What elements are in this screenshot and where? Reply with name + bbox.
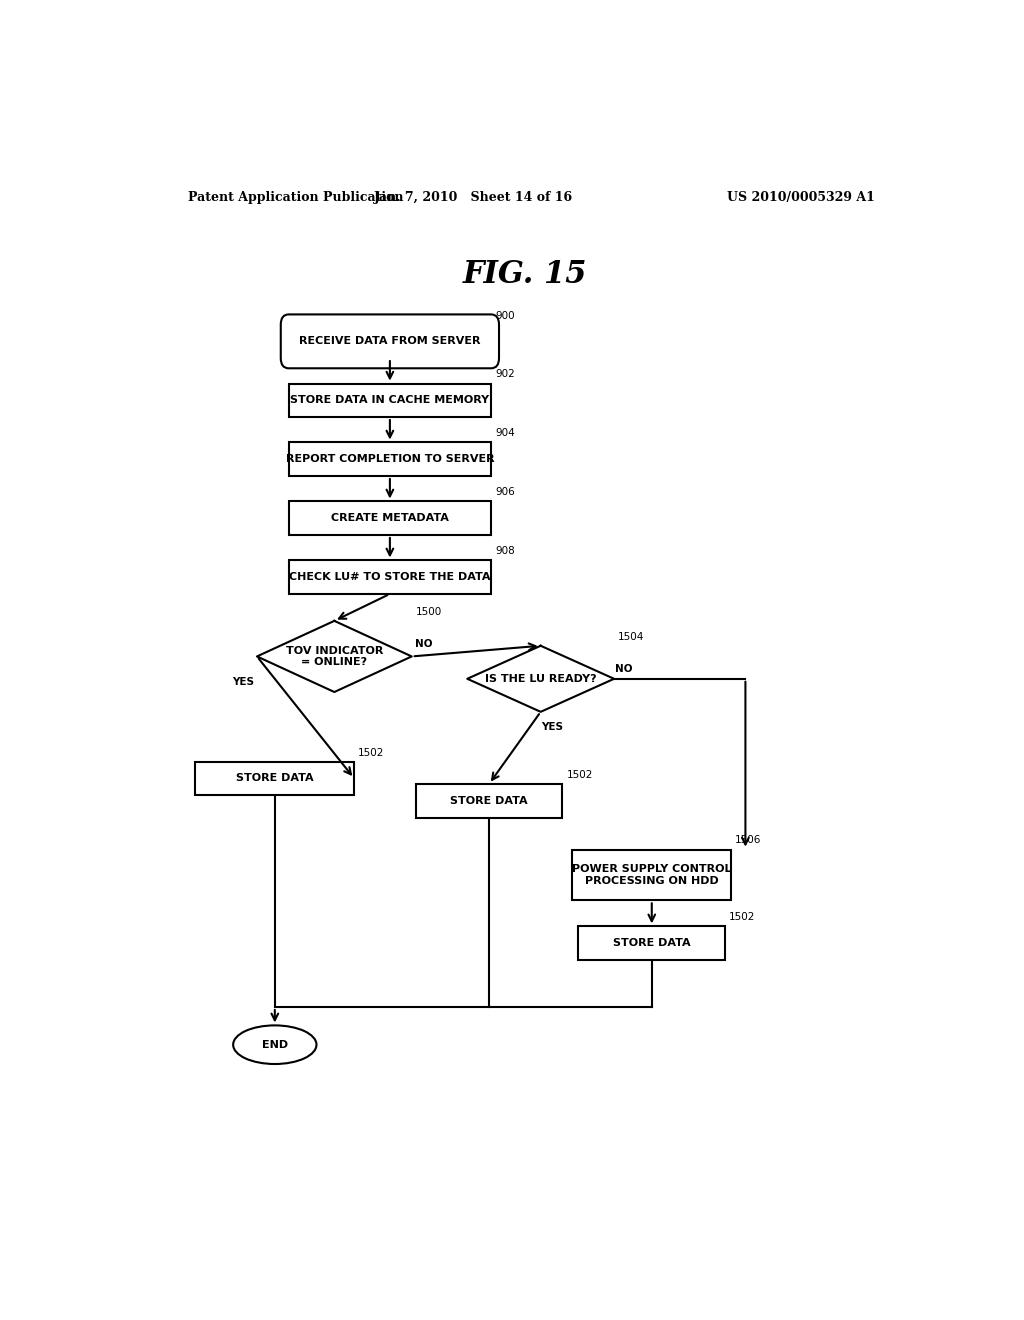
Text: NO: NO	[614, 664, 633, 673]
Bar	[289, 442, 492, 477]
Text: END: END	[262, 1040, 288, 1049]
Text: 908: 908	[495, 546, 515, 556]
Polygon shape	[257, 620, 412, 692]
FancyBboxPatch shape	[281, 314, 499, 368]
Text: 1502: 1502	[358, 747, 385, 758]
Bar	[289, 384, 492, 417]
Text: US 2010/0005329 A1: US 2010/0005329 A1	[727, 190, 876, 203]
Bar	[579, 927, 725, 960]
Text: 1500: 1500	[416, 607, 442, 616]
Text: 1502: 1502	[729, 912, 756, 923]
Text: YES: YES	[231, 677, 254, 686]
Text: STORE DATA: STORE DATA	[236, 774, 313, 783]
Text: 1502: 1502	[566, 770, 593, 780]
Bar	[416, 784, 562, 817]
Text: Patent Application Publication: Patent Application Publication	[187, 190, 403, 203]
Text: TOV INDICATOR
= ONLINE?: TOV INDICATOR = ONLINE?	[286, 645, 383, 667]
Text: REPORT COMPLETION TO SERVER: REPORT COMPLETION TO SERVER	[286, 454, 495, 465]
Bar	[572, 850, 731, 900]
Text: 906: 906	[495, 487, 515, 498]
Text: STORE DATA: STORE DATA	[613, 939, 690, 948]
Text: STORE DATA: STORE DATA	[451, 796, 528, 805]
Bar	[289, 502, 492, 535]
Text: Jan. 7, 2010   Sheet 14 of 16: Jan. 7, 2010 Sheet 14 of 16	[374, 190, 572, 203]
Bar	[196, 762, 354, 795]
Text: RECEIVE DATA FROM SERVER: RECEIVE DATA FROM SERVER	[299, 337, 480, 346]
Text: CHECK LU# TO STORE THE DATA: CHECK LU# TO STORE THE DATA	[289, 572, 490, 582]
Bar	[289, 561, 492, 594]
Text: POWER SUPPLY CONTROL
PROCESSING ON HDD: POWER SUPPLY CONTROL PROCESSING ON HDD	[572, 865, 731, 886]
Text: 904: 904	[495, 429, 515, 438]
Text: YES: YES	[542, 722, 563, 733]
Text: 900: 900	[495, 310, 515, 321]
Text: FIG. 15: FIG. 15	[463, 259, 587, 290]
Text: NO: NO	[415, 639, 432, 649]
Ellipse shape	[233, 1026, 316, 1064]
Text: CREATE METADATA: CREATE METADATA	[331, 513, 449, 523]
Text: 1504: 1504	[618, 632, 644, 642]
Text: 1506: 1506	[735, 836, 762, 846]
Text: STORE DATA IN CACHE MEMORY: STORE DATA IN CACHE MEMORY	[291, 395, 489, 405]
Text: 902: 902	[495, 370, 515, 379]
Text: IS THE LU READY?: IS THE LU READY?	[484, 673, 597, 684]
Polygon shape	[467, 645, 614, 711]
